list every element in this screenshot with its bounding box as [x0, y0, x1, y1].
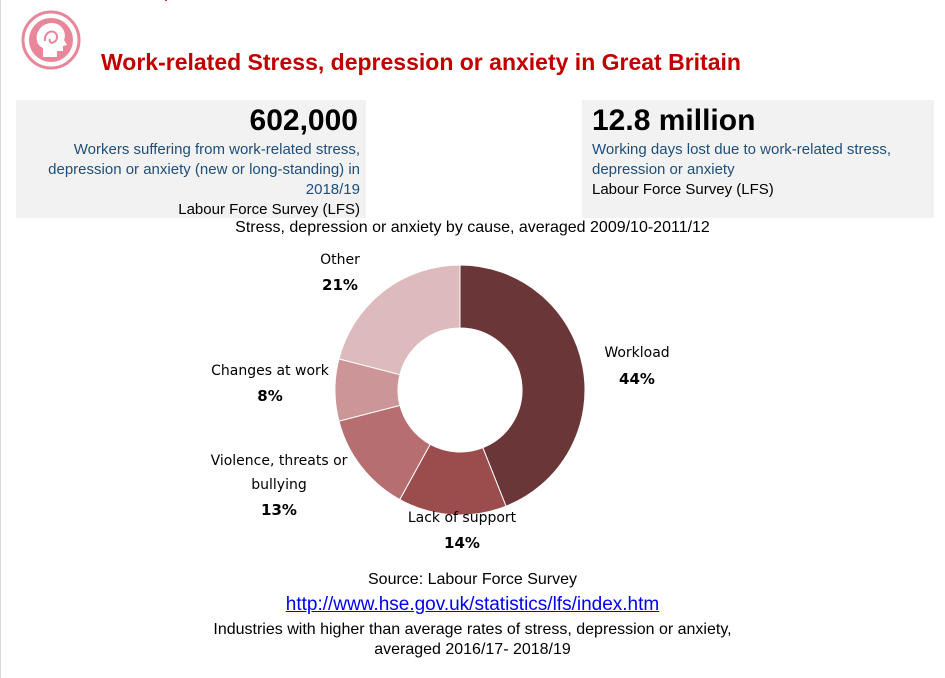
footer-line: Industries with higher than average rate…	[213, 621, 732, 638]
stat-card-workers: 602,000 Workers suffering from work-rela…	[16, 100, 366, 218]
slice-category-label: Workload	[604, 345, 669, 361]
stat-source: Labour Force Survey (LFS)	[592, 181, 774, 198]
source-link[interactable]: http://www.hse.gov.uk/statistics/lfs/ind…	[285, 594, 660, 615]
slice-label: Other 21%	[320, 252, 360, 294]
head-silhouette-icon	[21, 10, 81, 70]
slice-value-label: 14%	[444, 534, 480, 552]
stat-value: 602,000	[249, 104, 358, 137]
chart-title: Stress, depression or anxiety by cause, …	[235, 219, 710, 236]
slice-value-label: 8%	[257, 387, 282, 405]
slice-value-label: 21%	[322, 276, 358, 294]
footer-caption: Industries with higher than average rate…	[0, 620, 945, 660]
donut-slice	[459, 264, 586, 507]
slice-category-label: Other	[320, 252, 360, 268]
slice-category-label: bullying	[251, 477, 306, 493]
stat-value: 12.8 million	[592, 104, 756, 137]
stat-source: Labour Force Survey (LFS)	[178, 201, 360, 218]
page-left-border	[0, 0, 1, 678]
slice-label: Changes at work 8%	[211, 363, 330, 405]
slice-category-label: Violence, threats or	[211, 453, 348, 469]
slice-label: Workload 44%	[604, 345, 669, 388]
stat-description: Working days lost due to work-related st…	[592, 141, 892, 178]
slice-value-label: 44%	[619, 370, 655, 388]
slice-label: Violence, threats or bullying 13%	[211, 453, 348, 519]
footer-line: averaged 2016/17- 2018/19	[374, 641, 571, 658]
donut-slice	[338, 264, 461, 376]
page-title: Work-related Stress, depression or anxie…	[101, 49, 741, 75]
slice-category-label: Lack of support	[408, 510, 517, 526]
slice-label: Lack of support 14%	[408, 510, 517, 552]
source-text: Source: Labour Force Survey	[368, 571, 577, 588]
slice-value-label: 13%	[261, 501, 297, 519]
stat-card-days-lost: 12.8 million Working days lost due to wo…	[582, 100, 934, 218]
slice-category-label: Changes at work	[211, 363, 330, 379]
stat-description: Workers suffering from work-related stre…	[48, 141, 360, 198]
